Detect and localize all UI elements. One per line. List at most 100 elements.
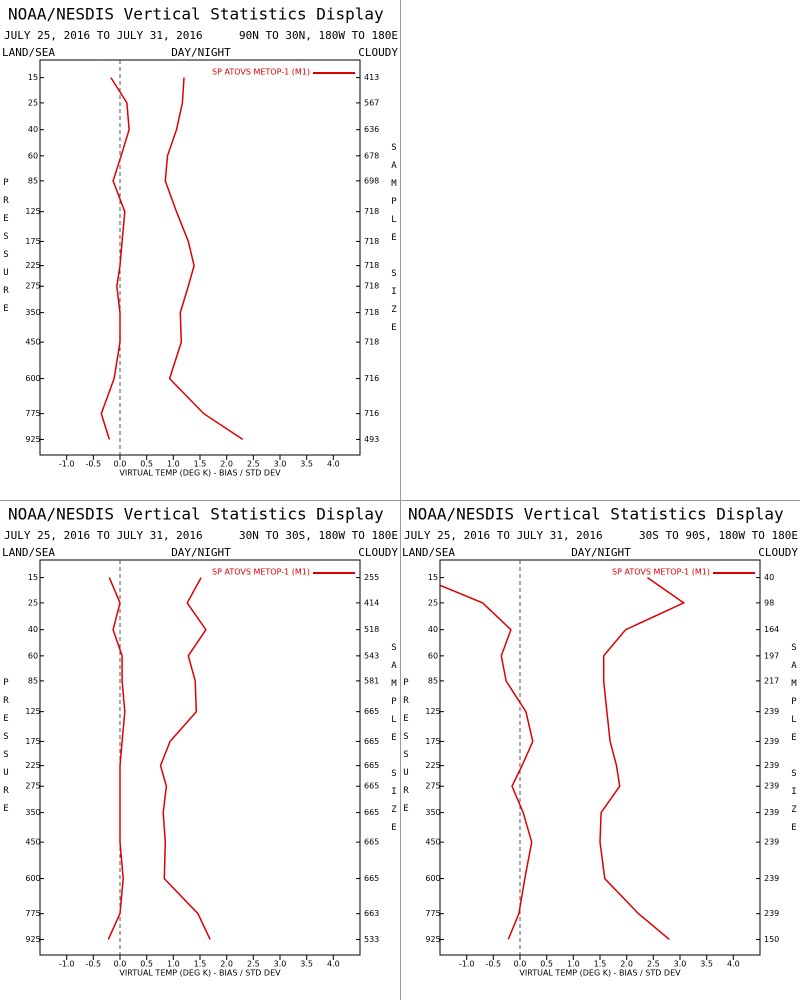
y-tick-label: 60 bbox=[428, 651, 438, 660]
legend-label: SP ATOVS METOP-1 (M1) bbox=[212, 68, 310, 77]
x-tick-label: 4.0 bbox=[727, 960, 740, 969]
sample-size: 543 bbox=[364, 651, 379, 660]
y-tick-label: 15 bbox=[28, 73, 38, 82]
y-tick-label: 925 bbox=[25, 435, 40, 444]
x-tick-label: 2.0 bbox=[220, 960, 233, 969]
y-tick-label: 450 bbox=[25, 838, 40, 847]
y-tick-label: 600 bbox=[25, 874, 40, 883]
x-tick-label: 3.5 bbox=[300, 460, 313, 469]
x-tick-label: -1.0 bbox=[459, 960, 475, 969]
sample-size: 239 bbox=[764, 808, 779, 817]
x-tick-label: 1.0 bbox=[567, 960, 580, 969]
sample-size: 533 bbox=[364, 935, 379, 944]
sample-size: 98 bbox=[764, 598, 774, 607]
sample-size: 663 bbox=[364, 909, 379, 918]
x-tick-label: 1.0 bbox=[167, 960, 180, 969]
x-tick-label: 0.5 bbox=[140, 460, 153, 469]
x-tick-label: -0.5 bbox=[486, 960, 502, 969]
y-tick-label: 175 bbox=[25, 737, 40, 746]
panel: NOAA/NESDIS Vertical Statistics Display J… bbox=[1, 5, 399, 478]
land-sea: LAND/SEA bbox=[2, 46, 55, 59]
x-tick-label: 0.0 bbox=[114, 460, 127, 469]
series-line bbox=[440, 584, 534, 940]
y-tick-label: 25 bbox=[28, 598, 38, 607]
sample-size: 665 bbox=[364, 808, 379, 817]
land-sea: LAND/SEA bbox=[2, 546, 55, 559]
y-tick-label: 775 bbox=[25, 409, 40, 418]
date-range: JULY 25, 2016 TO JULY 31, 2016 bbox=[4, 29, 203, 42]
legend-label: SP ATOVS METOP-1 (M1) bbox=[612, 568, 710, 577]
y-tick-label: 85 bbox=[28, 176, 38, 185]
y-tick-label: 350 bbox=[25, 308, 40, 317]
cloudy: CLOUDY bbox=[758, 546, 798, 559]
y-tick-label: 125 bbox=[425, 707, 440, 716]
sample-size: 718 bbox=[364, 308, 379, 317]
x-tick-label: 3.0 bbox=[674, 960, 687, 969]
sample-size: 239 bbox=[764, 761, 779, 770]
y-tick-label: 40 bbox=[428, 625, 438, 634]
x-tick-label: 2.5 bbox=[247, 960, 260, 969]
y-tick-label: 775 bbox=[425, 909, 440, 918]
title: NOAA/NESDIS Vertical Statistics Display bbox=[8, 505, 384, 524]
sample-size: 698 bbox=[364, 176, 379, 185]
sample-size: 239 bbox=[764, 909, 779, 918]
date-range: JULY 25, 2016 TO JULY 31, 2016 bbox=[404, 529, 603, 542]
y-tick-label: 350 bbox=[25, 808, 40, 817]
sample-size: 718 bbox=[364, 207, 379, 216]
x-label: VIRTUAL TEMP (DEG K) - BIAS / STD DEV bbox=[119, 469, 281, 478]
x-tick-label: 3.5 bbox=[300, 960, 313, 969]
y-tick-label: 40 bbox=[28, 625, 38, 634]
day-night: DAY/NIGHT bbox=[571, 546, 631, 559]
y-tick-label: 225 bbox=[25, 761, 40, 770]
y-tick-label: 25 bbox=[428, 598, 438, 607]
series-line bbox=[107, 577, 126, 940]
sample-size: 678 bbox=[364, 151, 379, 160]
y-tick-label: 350 bbox=[425, 808, 440, 817]
x-tick-label: 2.5 bbox=[247, 460, 260, 469]
x-tick-label: 2.0 bbox=[620, 960, 633, 969]
y-label: PRESSURE bbox=[401, 678, 411, 822]
x-tick-label: -1.0 bbox=[59, 960, 75, 969]
sample-size: 716 bbox=[364, 374, 379, 383]
cloudy: CLOUDY bbox=[358, 546, 398, 559]
sample-size: 718 bbox=[364, 282, 379, 291]
sample-size: 255 bbox=[364, 573, 379, 582]
x-tick-label: 4.0 bbox=[327, 960, 340, 969]
y-tick-label: 600 bbox=[425, 874, 440, 883]
y-tick-label: 600 bbox=[25, 374, 40, 383]
series-line bbox=[599, 576, 686, 940]
region: 30S TO 90S, 180W TO 180E bbox=[639, 529, 798, 542]
sample-size: 665 bbox=[364, 761, 379, 770]
sample-size: 665 bbox=[364, 737, 379, 746]
sample-size: 414 bbox=[364, 598, 379, 607]
y-tick-label: 125 bbox=[25, 707, 40, 716]
x-tick-label: 2.5 bbox=[647, 960, 660, 969]
x-tick-label: 1.5 bbox=[194, 960, 207, 969]
sample-size: 567 bbox=[364, 98, 379, 107]
y-tick-label: 60 bbox=[28, 151, 38, 160]
sample-size: 518 bbox=[364, 625, 379, 634]
sample-size: 716 bbox=[364, 409, 379, 418]
sample-size: 493 bbox=[364, 435, 379, 444]
y-tick-label: 85 bbox=[28, 676, 38, 685]
sample-size: 665 bbox=[364, 707, 379, 716]
sample-size: 636 bbox=[364, 125, 379, 134]
x-label: VIRTUAL TEMP (DEG K) - BIAS / STD DEV bbox=[519, 969, 681, 978]
x-tick-label: 3.5 bbox=[700, 960, 713, 969]
y-tick-label: 25 bbox=[28, 98, 38, 107]
y-tick-label: 60 bbox=[28, 651, 38, 660]
series-line bbox=[159, 577, 211, 940]
y-tick-label: 175 bbox=[25, 237, 40, 246]
y-tick-label: 40 bbox=[28, 125, 38, 134]
x-tick-label: -0.5 bbox=[86, 460, 102, 469]
y-tick-label: 175 bbox=[425, 737, 440, 746]
cloudy: CLOUDY bbox=[358, 46, 398, 59]
sample-size: 665 bbox=[364, 874, 379, 883]
y-tick-label: 275 bbox=[25, 282, 40, 291]
sample-size: 718 bbox=[364, 261, 379, 270]
y-tick-label: 275 bbox=[25, 782, 40, 791]
panel: NOAA/NESDIS Vertical Statistics Display J… bbox=[401, 505, 799, 978]
y2-label: SAMPLE SIZE bbox=[389, 143, 399, 341]
plot-frame bbox=[439, 559, 761, 956]
y-tick-label: 275 bbox=[425, 782, 440, 791]
